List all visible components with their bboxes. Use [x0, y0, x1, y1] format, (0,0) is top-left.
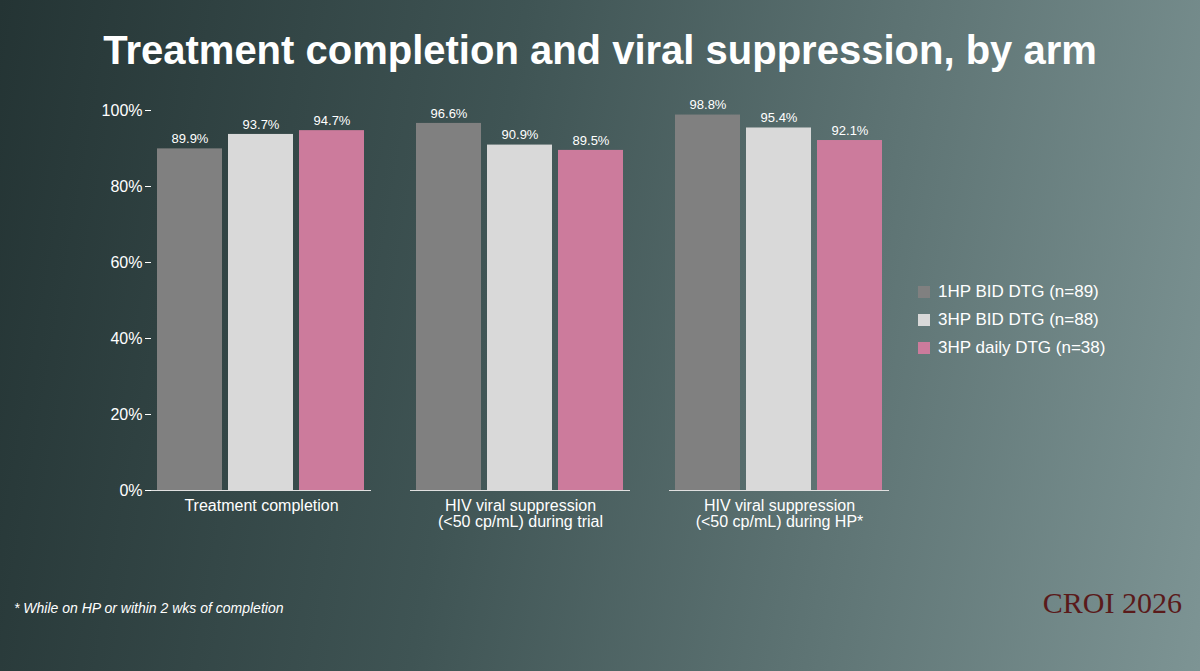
svg-text:HIV viral suppression(<50 cp/m: HIV viral suppression(<50 cp/mL) during …	[696, 497, 864, 530]
svg-text:80%: 80%	[110, 178, 142, 195]
svg-text:92.1%: 92.1%	[832, 123, 869, 138]
svg-text:Treatment completion: Treatment completion	[184, 497, 338, 514]
html-text:CROI 2026: CROI 2026	[1042, 586, 1182, 619]
svg-text:HIV viral suppression(<50 cp/m: HIV viral suppression(<50 cp/mL) during …	[438, 497, 603, 530]
html-text:3HP BID DTG (n=88): 3HP BID DTG (n=88)	[938, 310, 1099, 329]
svg-text:100%: 100%	[102, 102, 143, 119]
html-text:3HP daily DTG (n=38): 3HP daily DTG (n=38)	[938, 338, 1106, 357]
svg-text:98.8%: 98.8%	[690, 97, 727, 112]
svg-text:40%: 40%	[110, 330, 142, 347]
svg-text:0%: 0%	[119, 482, 142, 499]
svg-text:95.4%: 95.4%	[761, 110, 798, 125]
svg-text:93.7%: 93.7%	[243, 117, 280, 132]
svg-text:89.9%: 89.9%	[172, 131, 209, 146]
svg-text:94.7%: 94.7%	[314, 113, 351, 128]
svg-text:96.6%: 96.6%	[431, 106, 468, 121]
svg-text:89.5%: 89.5%	[573, 133, 610, 148]
html-text:1HP BID DTG (n=89): 1HP BID DTG (n=89)	[938, 282, 1099, 301]
svg-text:60%: 60%	[110, 254, 142, 271]
svg-text:20%: 20%	[110, 406, 142, 423]
html-text:Treatment completion and viral: Treatment completion and viral suppressi…	[103, 28, 1097, 72]
html-text:* While on HP or within 2 wks: * While on HP or within 2 wks of complet…	[14, 600, 284, 616]
svg-text:90.9%: 90.9%	[502, 127, 539, 142]
